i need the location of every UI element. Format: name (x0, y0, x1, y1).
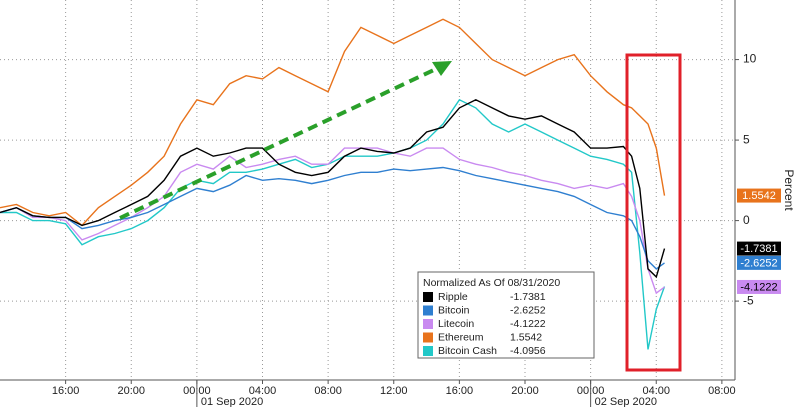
series-line (0, 98, 666, 350)
y-axis-label: Percent (782, 169, 796, 211)
series-line (0, 99, 666, 279)
value-tag-label: 1.5542 (742, 190, 776, 202)
value-tag-label: -4.1222 (740, 281, 777, 293)
x-tick-label: 08:00 (708, 385, 736, 397)
series-line (0, 147, 665, 295)
value-tag (737, 279, 781, 294)
arrow-head (432, 61, 452, 76)
legend-label: Ripple (438, 291, 468, 303)
x-tick-label: 16:00 (52, 385, 80, 397)
y-tick-label: 10 (743, 52, 757, 66)
x-tick-label: 12:00 (380, 385, 408, 397)
x-tick-label: 04:00 (249, 385, 277, 397)
legend-swatch (423, 346, 433, 356)
highlight-box (625, 53, 682, 372)
date-label: 01 Sep 2020 (201, 396, 263, 407)
value-tag (737, 241, 781, 256)
value-tag-label: -1.7381 (740, 243, 777, 255)
legend-swatch (423, 332, 433, 343)
trend-arrow (119, 66, 439, 220)
value-tag (737, 255, 781, 270)
date-label: 02 Sep 2020 (595, 396, 657, 407)
legend: Normalized As Of 08/31/2020 Ripple -1.738… (417, 271, 595, 359)
series-line (0, 18, 666, 227)
x-tick-label: 08:00 (314, 385, 342, 397)
legend-value: -4.0956 (510, 345, 546, 357)
legend-value: -1.7381 (510, 291, 546, 303)
y-tick-label: 0 (743, 213, 750, 227)
x-tick-label: 04:00 (642, 385, 670, 397)
legend-value: -2.6252 (510, 304, 546, 316)
x-tick-label: 20:00 (117, 385, 145, 397)
y-tick-label: 5 (743, 132, 750, 146)
legend-title: Normalized As Of 08/31/2020 (423, 277, 560, 289)
legend-box (417, 271, 595, 359)
legend-value: -4.1222 (510, 318, 546, 330)
legend-swatch (423, 305, 433, 316)
legend-label: Bitcoin Cash (438, 345, 497, 357)
value-tag-label: -2.6252 (740, 257, 777, 269)
legend-label: Bitcoin (438, 304, 470, 316)
legend-swatch (423, 319, 433, 329)
legend-swatch (423, 292, 433, 302)
y-tick-label: -5 (743, 293, 754, 307)
lines (0, 18, 666, 350)
x-tick-label: 20:00 (511, 385, 539, 397)
value-tag (737, 188, 781, 203)
legend-label: Ethereum (438, 331, 484, 343)
x-tick-label: 16:00 (446, 385, 474, 397)
series-line (0, 166, 665, 270)
legend-label: Litecoin (438, 318, 474, 330)
legend-value: 1.5542 (510, 331, 542, 343)
